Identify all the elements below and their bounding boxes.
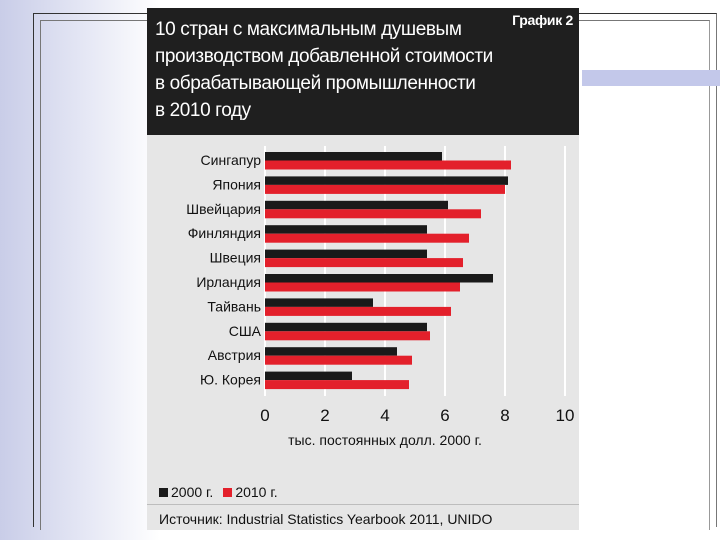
bar-2000 — [265, 176, 508, 185]
bar-2000 — [265, 371, 352, 381]
background-gradient — [0, 0, 160, 540]
chart-title: 10 стран с максимальным душевым производ… — [155, 16, 507, 124]
bar-2010 — [265, 209, 481, 219]
legend-item-2000: 2000 г. — [159, 484, 213, 500]
bar-2010 — [265, 184, 505, 194]
legend-label-2010: 2010 г. — [235, 484, 278, 500]
chart-title-box: 10 стран с максимальным душевым производ… — [147, 8, 579, 135]
chart-title-line: в 2010 году — [155, 100, 251, 121]
category-label: Япония — [212, 176, 261, 192]
bar-chart: Сингапур Япония Швейцария Финляндия Швеция Ир… — [186, 146, 575, 448]
bar-2000 — [265, 225, 427, 234]
bar-2010 — [265, 306, 451, 316]
slide-accent-bar — [582, 70, 720, 86]
chart-title-line: производством добавленной стоимости — [155, 46, 493, 67]
bar-2010 — [265, 331, 430, 341]
bar-2010 — [265, 282, 460, 292]
bar-2000 — [265, 274, 493, 283]
bar-2000 — [265, 347, 397, 356]
category-label: Австрия — [208, 347, 261, 363]
legend-swatch-2010 — [223, 487, 233, 497]
bar-2000 — [265, 200, 448, 210]
category-label: Ю. Корея — [200, 372, 261, 388]
category-label: Швейцария — [186, 201, 261, 217]
bar-2000 — [265, 152, 442, 161]
x-tick-label: 4 — [380, 406, 389, 425]
category-label: Сингапур — [201, 152, 262, 168]
bar-2010 — [265, 233, 469, 243]
bar-2000 — [265, 298, 373, 307]
source-divider — [147, 504, 579, 505]
x-tick-label: 2 — [320, 406, 329, 425]
x-tick-label: 0 — [260, 406, 269, 425]
bar-2010 — [265, 355, 412, 365]
bar-2000 — [265, 322, 427, 332]
x-tick-label: 6 — [440, 406, 449, 425]
legend-label-2000: 2000 г. — [171, 484, 214, 500]
chart-title-line: 10 стран с максимальным душевым — [155, 19, 462, 40]
chart-legend: 2000 г. 2010 г. — [159, 484, 288, 500]
chart-title-line: в обрабатывающей промышленности — [155, 73, 476, 94]
category-label: Швеция — [210, 250, 261, 266]
x-tick-label: 8 — [500, 406, 509, 425]
category-label: США — [229, 323, 262, 339]
bar-2010 — [265, 258, 463, 268]
chart-source: Источник: Industrial Statistics Yearbook… — [159, 511, 493, 527]
bar-2010 — [265, 380, 409, 390]
category-label: Тайвань — [207, 298, 261, 314]
bar-2000 — [265, 249, 427, 259]
category-label: Ирландия — [196, 274, 261, 290]
legend-swatch-2000 — [159, 487, 168, 497]
bar-2010 — [265, 160, 511, 170]
graph-number-tag: График 2 — [512, 12, 573, 28]
legend-item-2010: 2010 г. — [223, 484, 278, 500]
chart-figure: 10 стран с максимальным душевым производ… — [147, 8, 579, 530]
category-label: Финляндия — [188, 225, 261, 241]
x-axis-label: тыс. постоянных долл. 2000 г. — [288, 432, 482, 448]
x-tick-label: 10 — [556, 406, 575, 425]
